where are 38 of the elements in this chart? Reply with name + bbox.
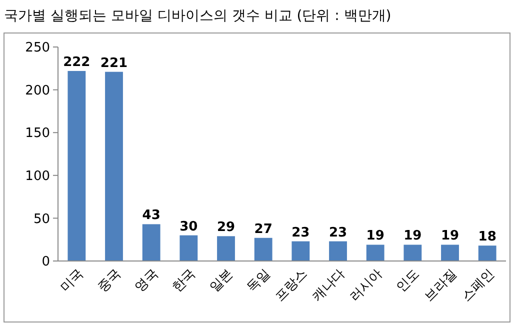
bar — [105, 72, 123, 261]
bar — [404, 244, 422, 261]
bar — [329, 241, 347, 261]
x-tick-label: 일본 — [207, 266, 236, 296]
data-label: 222 — [63, 54, 90, 70]
bar — [68, 70, 86, 261]
x-tick-label: 한국 — [170, 266, 199, 296]
x-tick-label: 영국 — [132, 266, 162, 296]
x-tick-label: 독일 — [244, 266, 274, 296]
bar — [366, 244, 384, 261]
data-label: 19 — [404, 228, 422, 244]
data-label: 23 — [328, 225, 348, 240]
bar — [292, 241, 310, 261]
data-label: 27 — [254, 222, 272, 237]
data-label: 221 — [100, 56, 128, 71]
y-tick-label: 50 — [33, 212, 50, 227]
bar — [180, 235, 198, 261]
data-label: 30 — [180, 219, 198, 234]
y-tick-label: 200 — [25, 83, 50, 98]
y-tick-label: 250 — [25, 40, 50, 56]
x-tick-label: 중국 — [95, 266, 124, 296]
bar — [254, 238, 272, 261]
bar — [217, 236, 235, 261]
chart-title: 국가별 실행되는 모바일 디바이스의 갯수 비교 (단위 : 백만개) — [4, 8, 392, 24]
data-label: 18 — [478, 230, 496, 245]
bar — [478, 246, 496, 261]
data-label: 29 — [216, 220, 236, 236]
y-tick-label: 100 — [25, 168, 50, 184]
y-tick-label: 150 — [25, 126, 50, 142]
x-tick-label: 인도 — [394, 266, 423, 296]
y-tick-label: 0 — [42, 254, 50, 270]
bar — [142, 224, 160, 261]
bar — [441, 244, 459, 261]
x-tick-label: 미국 — [58, 266, 87, 296]
data-label: 19 — [366, 228, 384, 244]
data-label: 43 — [142, 208, 160, 224]
data-label: 19 — [440, 228, 460, 244]
data-label: 23 — [292, 225, 310, 240]
